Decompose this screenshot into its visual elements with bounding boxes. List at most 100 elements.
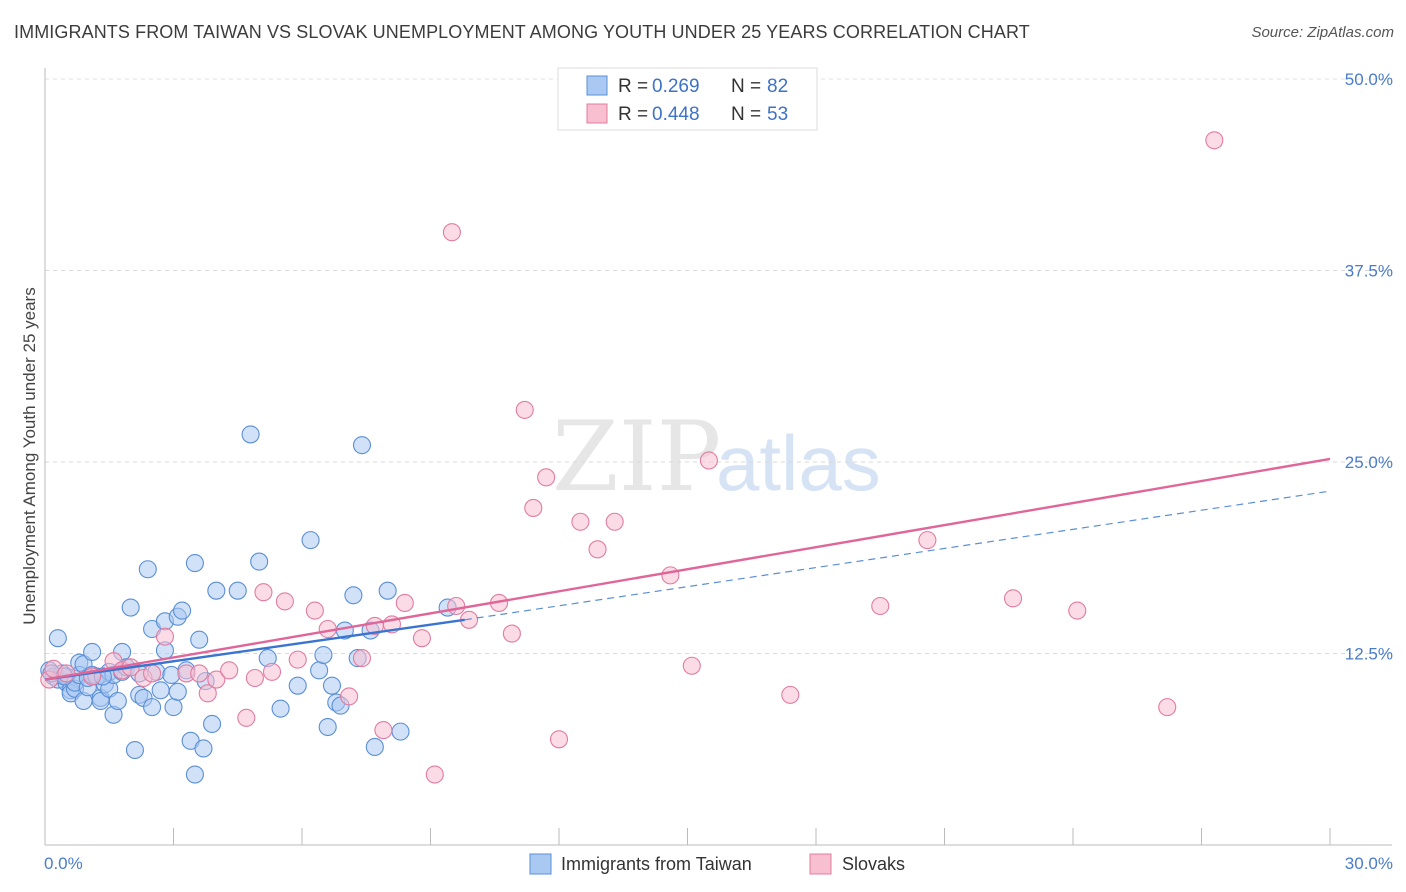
taiwan-point-18: [83, 642, 102, 662]
taiwan-point-38: [143, 698, 162, 717]
slovak-point-40: [588, 540, 607, 559]
x-tick-label-max: 30.0%: [1345, 854, 1393, 873]
taiwan-point-75: [391, 722, 410, 741]
slovak-point-47: [918, 531, 937, 550]
slovak-point-34: [502, 624, 521, 643]
taiwan-point-59: [271, 699, 290, 718]
bottom-legend-swatch-taiwan: [529, 853, 552, 875]
taiwan-point-36: [138, 560, 157, 579]
gridlines: [45, 78, 1392, 654]
legend-box: R = 0.269 N = 82 R = 0.448 N = 53: [557, 67, 818, 131]
bottom-legend-label-taiwan: Immigrants from Taiwan: [561, 854, 752, 874]
slovak-point-29: [425, 765, 444, 784]
taiwan-point-54: [207, 581, 226, 600]
slovak-point-20: [305, 601, 324, 620]
taiwan-point-44: [168, 682, 187, 701]
y-axis-label: Unemployment Among Youth under 25 years: [20, 287, 39, 624]
y-tick-label-0: 12.5%: [1345, 645, 1393, 664]
watermark-zip: ZIP: [552, 401, 721, 513]
legend-n-label-taiwan: N =: [731, 76, 761, 97]
slovak-point-28: [412, 629, 431, 648]
slovak-point-17: [254, 583, 273, 602]
taiwan-point-71: [352, 436, 372, 455]
taiwan-point-49: [185, 765, 204, 784]
slovak-point-49: [1068, 601, 1087, 620]
slovak-point-36: [524, 498, 543, 518]
slovak-point-11: [190, 664, 209, 683]
trend-line-taiwan: [44, 618, 465, 681]
bottom-legend: Immigrants from Taiwan Slovaks: [529, 853, 905, 875]
slovak-point-13: [207, 670, 226, 689]
source-label: Source: ZipAtlas.com: [1251, 24, 1394, 41]
taiwan-point-61: [301, 531, 320, 550]
slovak-point-50: [1158, 698, 1177, 717]
slovak-point-2: [57, 664, 76, 683]
legend-n-value-taiwan: 82: [767, 76, 788, 97]
slovak-point-18: [275, 592, 294, 611]
taiwan-point-60: [288, 676, 307, 695]
slovak-point-14: [220, 661, 239, 680]
slovak-point-31: [447, 596, 466, 616]
slovak-point-30: [442, 223, 461, 242]
taiwan-point-57: [250, 552, 269, 571]
bottom-legend-swatch-slovaks: [809, 853, 832, 875]
slovak-point-15: [237, 708, 256, 727]
y-tick-labels: 12.5% 25.0% 37.5% 50.0%: [1345, 70, 1393, 664]
slovak-point-45: [781, 685, 800, 704]
taiwan-point-64: [318, 717, 337, 737]
taiwan-point-55: [228, 581, 247, 600]
slovak-point-25: [374, 721, 393, 740]
x-tick-label-min: 0.0%: [44, 854, 83, 873]
taiwan-point-52: [194, 739, 213, 758]
taiwan-point-80: [162, 665, 181, 684]
taiwan-point-31: [121, 598, 140, 617]
taiwan-point-40: [151, 681, 170, 700]
slovak-point-52: [262, 662, 282, 681]
slovak-point-27: [395, 593, 414, 612]
slovak-point-12: [198, 684, 217, 703]
slovak-point-51: [1205, 131, 1224, 150]
taiwan-point-51: [190, 630, 209, 649]
taiwan-point-27: [108, 691, 127, 711]
series-taiwan: [40, 425, 457, 784]
legend-r-label-taiwan: R =: [618, 76, 648, 97]
x-ticks: [44, 828, 1331, 845]
slovak-point-19: [288, 650, 307, 669]
slovak-point-9: [155, 627, 174, 646]
slovak-point-37: [537, 468, 556, 487]
taiwan-point-53: [203, 714, 222, 734]
slovak-point-35: [515, 400, 534, 419]
legend-r-value-slovaks: 0.448: [652, 104, 700, 125]
legend-r-label-slovaks: R =: [618, 104, 648, 125]
slovak-point-39: [571, 512, 590, 531]
slovak-point-42: [661, 566, 680, 585]
slovak-point-41: [605, 512, 624, 531]
legend-r-value-taiwan: 0.269: [652, 76, 700, 97]
y-tick-label-3: 50.0%: [1345, 70, 1393, 89]
taiwan-point-65: [322, 676, 342, 695]
taiwan-point-32: [125, 740, 144, 760]
slovak-point-22: [340, 687, 359, 706]
taiwan-point-69: [344, 586, 363, 605]
trend-line-taiwan-extension: [464, 490, 1331, 621]
taiwan-point-46: [173, 601, 192, 620]
legend-n-value-slovaks: 53: [767, 104, 788, 125]
trend-line-slovaks: [44, 457, 1331, 681]
y-tick-label-1: 25.0%: [1345, 453, 1393, 472]
taiwan-point-63: [314, 645, 333, 665]
slovak-point-46: [871, 596, 890, 616]
taiwan-point-50: [185, 554, 204, 573]
watermark-atlas: atlas: [716, 419, 881, 507]
taiwan-point-3: [48, 629, 67, 648]
legend-swatch-taiwan: [586, 75, 608, 96]
slovak-point-23: [352, 649, 372, 668]
chart-title: IMMIGRANTS FROM TAIWAN VS SLOVAK UNEMPLO…: [14, 22, 1030, 42]
legend-swatch-slovaks: [586, 103, 608, 124]
taiwan-point-73: [365, 737, 384, 757]
bottom-legend-label-slovaks: Slovaks: [842, 854, 905, 874]
taiwan-point-43: [164, 698, 183, 717]
y-tick-label-2: 37.5%: [1345, 262, 1393, 281]
slovak-point-44: [699, 451, 718, 470]
taiwan-point-62: [310, 661, 329, 680]
